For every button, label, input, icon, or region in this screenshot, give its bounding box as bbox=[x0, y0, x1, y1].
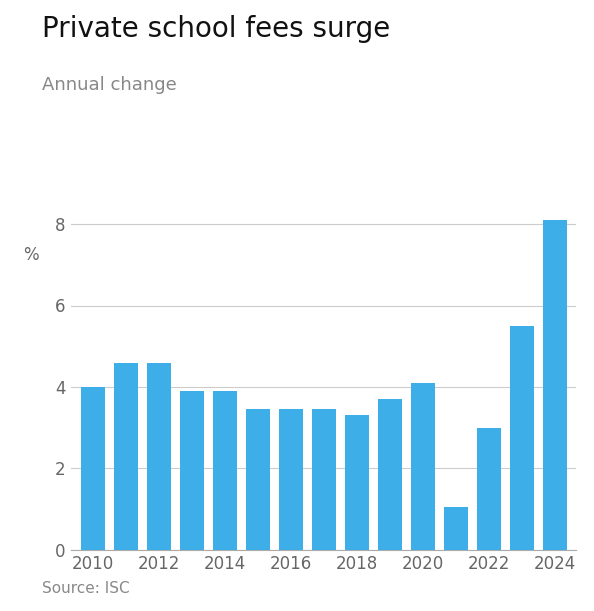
Bar bbox=[378, 399, 402, 550]
Bar bbox=[246, 409, 270, 550]
Bar bbox=[345, 415, 369, 550]
Bar bbox=[81, 387, 105, 550]
Bar bbox=[114, 362, 138, 550]
Bar bbox=[147, 362, 170, 550]
Bar bbox=[312, 409, 336, 550]
Text: Annual change: Annual change bbox=[42, 76, 176, 94]
Text: %: % bbox=[23, 246, 39, 264]
Bar bbox=[411, 383, 435, 550]
Bar bbox=[477, 428, 501, 550]
Text: Private school fees surge: Private school fees surge bbox=[42, 15, 390, 43]
Bar bbox=[444, 507, 467, 550]
Bar bbox=[213, 391, 236, 550]
Bar bbox=[279, 409, 302, 550]
Bar bbox=[510, 326, 533, 550]
Bar bbox=[180, 391, 204, 550]
Bar bbox=[543, 220, 567, 550]
Text: Source: ISC: Source: ISC bbox=[42, 580, 129, 596]
